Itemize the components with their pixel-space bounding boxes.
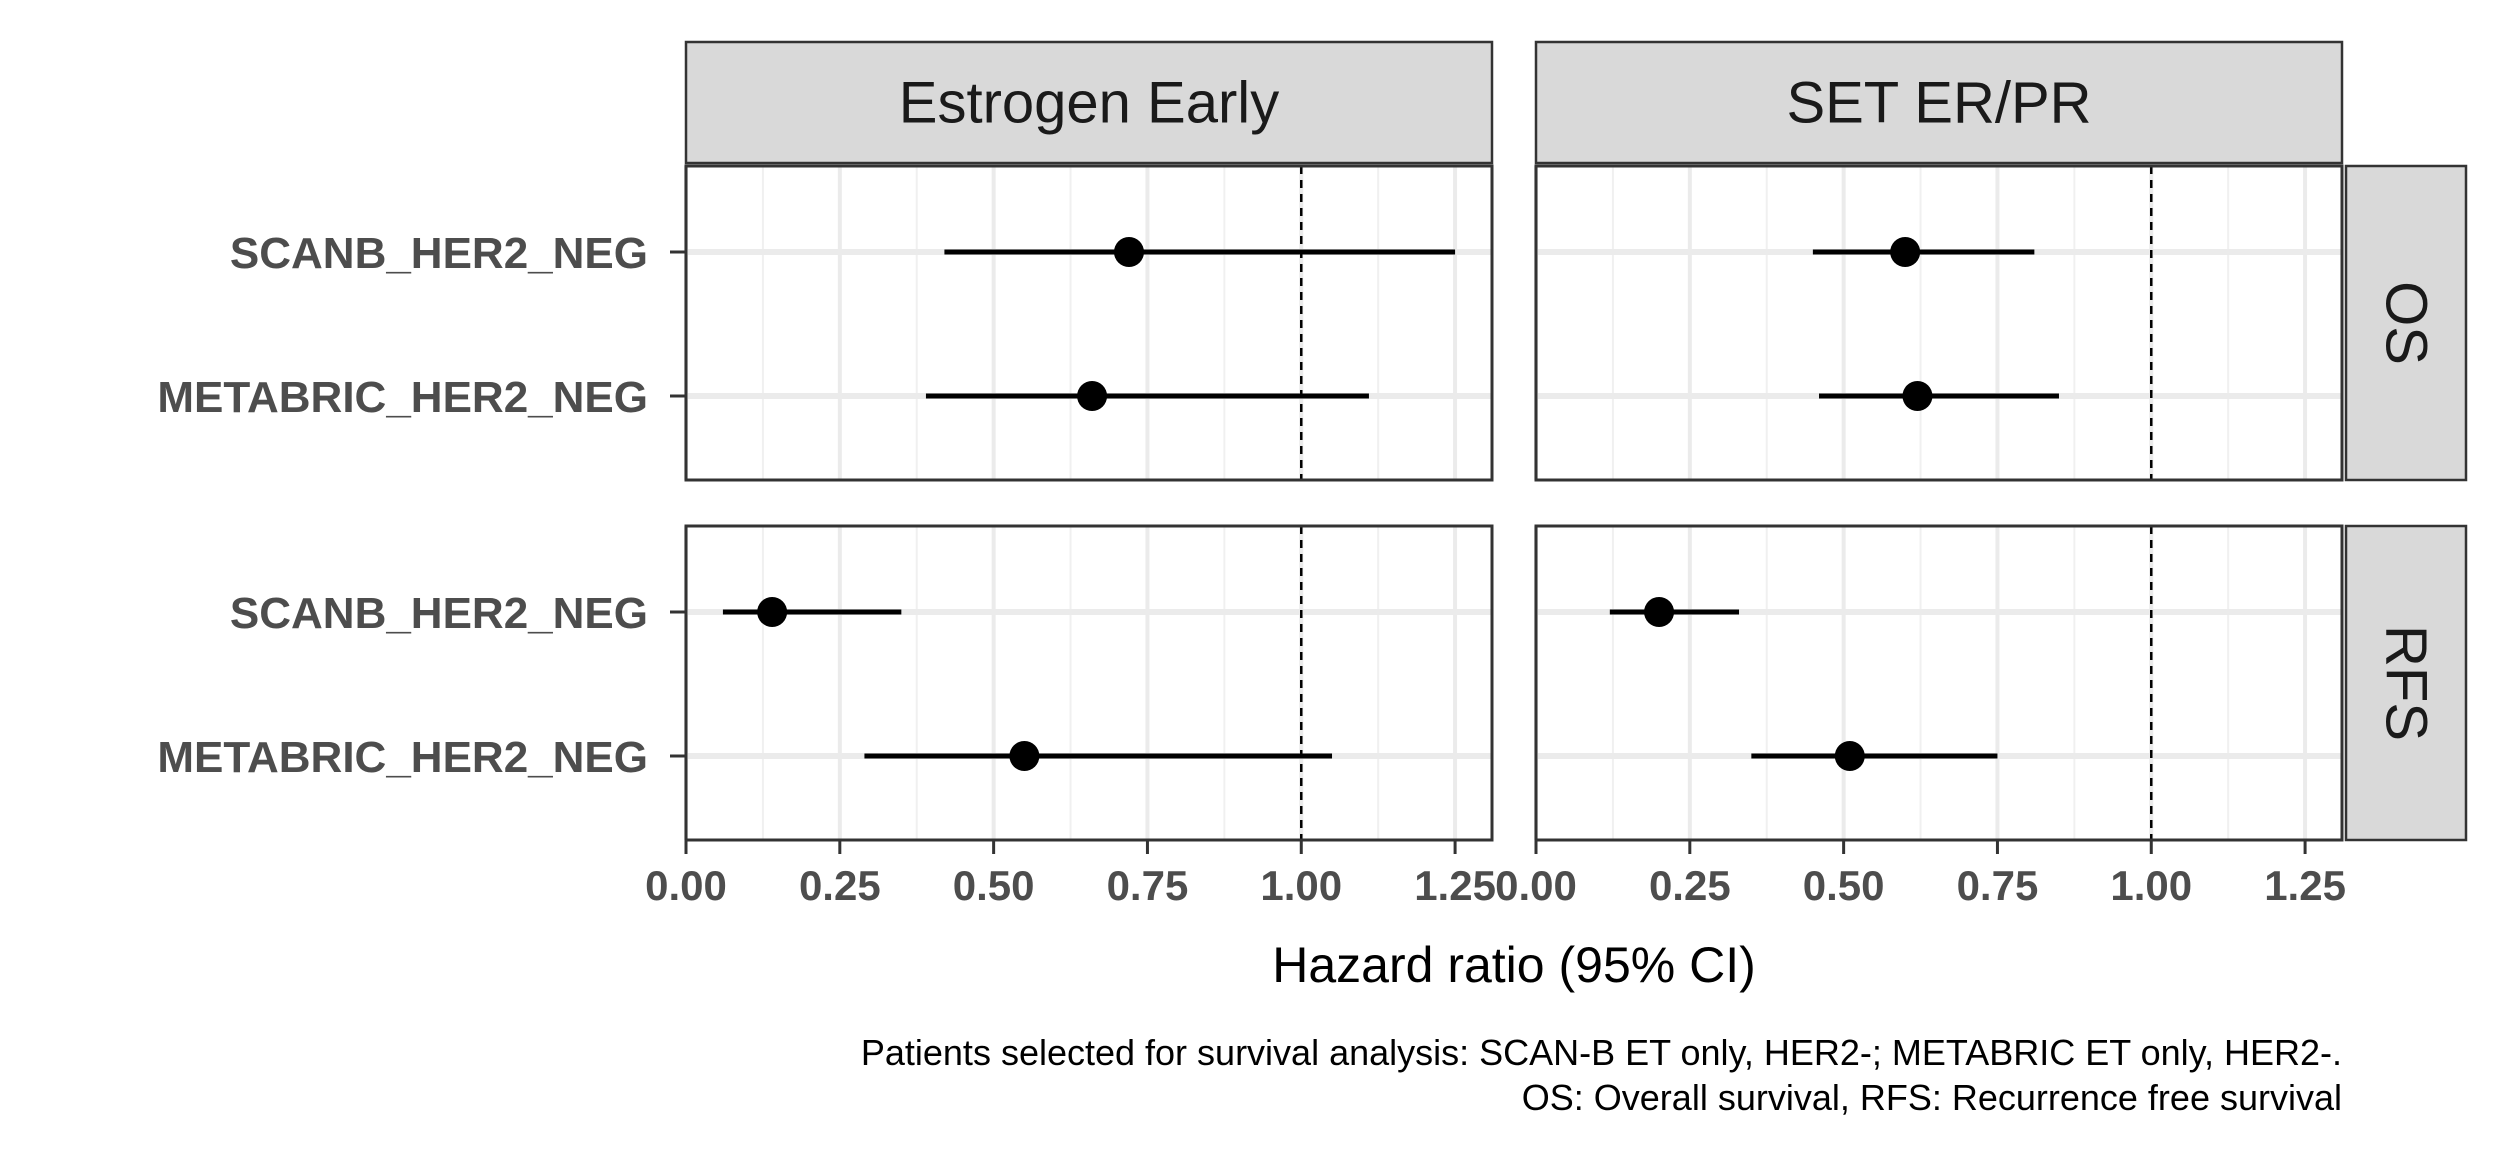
point-metabric-her2-neg xyxy=(1834,741,1865,771)
y-label-rfs-scanb-her2-neg: SCANB_HER2_NEG xyxy=(230,589,648,638)
strip-estrogen-early xyxy=(684,40,1494,165)
point-scanb-her2-neg xyxy=(1890,237,1921,267)
panel-border xyxy=(1534,164,2344,482)
x-tick-label-set-er-pr-0: 0.00 xyxy=(1495,862,1577,909)
panel-background xyxy=(1536,526,2342,840)
point-metabric-her2-neg xyxy=(1902,381,1933,411)
strip-label-rfs: RFS xyxy=(2374,625,2439,741)
point-metabric-her2-neg xyxy=(1077,381,1108,411)
point-scanb-her2-neg xyxy=(1113,237,1144,267)
point-metabric-her2-neg xyxy=(1009,741,1040,771)
x-tick-label-estrogen-early-3: 0.75 xyxy=(1107,862,1189,909)
panel-estrogen-early-rfs xyxy=(684,524,1494,842)
x-tick-label-set-er-pr-2: 0.50 xyxy=(1803,862,1885,909)
strip-os xyxy=(2344,164,2468,482)
x-axis-title: Hazard ratio (95% CI) xyxy=(1272,937,1756,993)
x-tick-label-set-er-pr-5: 1.25 xyxy=(2264,862,2346,909)
panel-set-er-pr-os xyxy=(1534,164,2344,482)
panel-border xyxy=(684,164,1494,482)
x-tick-label-estrogen-early-5: 1.25 xyxy=(1414,862,1496,909)
caption-line-2: OS: Overall survival, RFS: Recurrence fr… xyxy=(1522,1077,2342,1118)
x-tick-label-estrogen-early-2: 0.50 xyxy=(953,862,1035,909)
x-tick-label-set-er-pr-1: 0.25 xyxy=(1649,862,1731,909)
x-tick-label-estrogen-early-1: 0.25 xyxy=(799,862,881,909)
panels-layer xyxy=(684,164,2344,842)
y-label-os-scanb-her2-neg: SCANB_HER2_NEG xyxy=(230,229,648,278)
labels-layer: Estrogen Early SET ER/PR OS RFS SCANB_HER2_N… xyxy=(157,40,2468,909)
strip-label-os: OS xyxy=(2374,281,2439,365)
y-label-os-metabric-her2-neg: METABRIC_HER2_NEG xyxy=(157,373,648,422)
panel-background xyxy=(686,526,1492,840)
panel-border xyxy=(1534,524,2344,842)
panel-set-er-pr-rfs xyxy=(1534,524,2344,842)
point-scanb-her2-neg xyxy=(757,597,788,627)
x-tick-label-set-er-pr-3: 0.75 xyxy=(1957,862,2039,909)
x-tick-label-estrogen-early-4: 1.00 xyxy=(1260,862,1342,909)
strip-set-er-pr xyxy=(1534,40,2344,165)
x-tick-label-set-er-pr-4: 1.00 xyxy=(2110,862,2192,909)
panel-estrogen-early-os xyxy=(684,164,1494,482)
x-tick-label-estrogen-early-0: 0.00 xyxy=(645,862,727,909)
caption-line-1: Patients selected for survival analysis:… xyxy=(861,1032,2342,1073)
panel-background xyxy=(686,166,1492,480)
y-label-rfs-metabric-her2-neg: METABRIC_HER2_NEG xyxy=(157,733,648,782)
strip-label-set-er-pr: SET ER/PR xyxy=(1786,71,2091,136)
panel-border xyxy=(684,524,1494,842)
strip-label-estrogen-early: Estrogen Early xyxy=(899,71,1279,136)
strip-rfs xyxy=(2344,524,2468,842)
point-scanb-her2-neg xyxy=(1644,597,1675,627)
panel-background xyxy=(1536,166,2342,480)
